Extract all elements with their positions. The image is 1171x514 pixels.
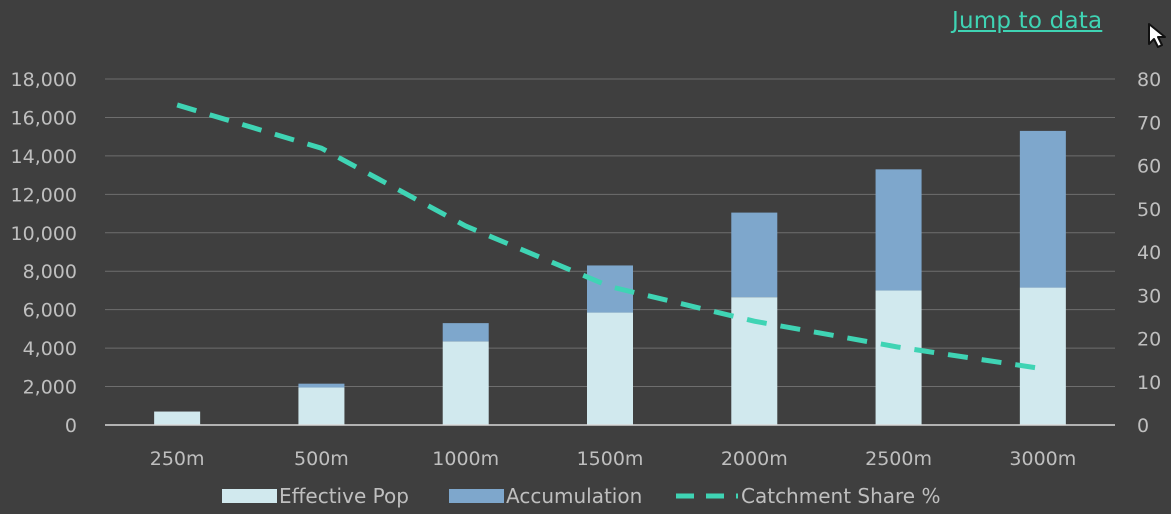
x-tick-label: 2000m <box>721 448 788 470</box>
y-left-tick-label: 0 <box>65 415 77 437</box>
mouse-cursor-icon <box>1148 23 1166 48</box>
bar-accumulation <box>731 212 778 298</box>
bar-accumulation <box>875 169 922 291</box>
line-catchment-share <box>176 102 1044 372</box>
y-left-tick-label: 8,000 <box>23 261 77 283</box>
y-left-tick-label: 18,000 <box>11 69 77 91</box>
y-left-tick-label: 4,000 <box>23 338 77 360</box>
y-right-tick-label: 50 <box>1137 199 1161 221</box>
y-left-tick-label: 6,000 <box>23 300 77 322</box>
y-left-tick-label: 14,000 <box>11 146 77 168</box>
bar-effective-pop <box>154 411 201 425</box>
bar-effective-pop <box>298 387 345 425</box>
y-right-tick-label: 20 <box>1137 329 1161 351</box>
x-tick-label: 1500m <box>577 448 644 470</box>
y-left-tick-label: 10,000 <box>11 223 77 245</box>
bar-accumulation <box>298 383 345 388</box>
legend-swatch <box>222 489 277 503</box>
y-right-tick-label: 70 <box>1137 112 1161 134</box>
legend-label: Catchment Share % <box>741 484 940 508</box>
legend-label: Effective Pop <box>279 484 409 508</box>
bar-effective-pop <box>1019 287 1066 425</box>
bar-effective-pop <box>587 312 633 425</box>
x-tick-label: 500m <box>294 448 349 470</box>
bar-effective-pop <box>442 341 489 425</box>
y-right-tick-label: 30 <box>1137 285 1161 307</box>
jump-to-data-link[interactable]: Jump to data <box>952 8 1103 34</box>
x-tick-label: 2500m <box>865 448 932 470</box>
y-left-tick-label: 2,000 <box>23 377 77 399</box>
bar-effective-pop <box>875 290 922 425</box>
y-left-tick-label: 12,000 <box>11 184 77 206</box>
y-right-tick-label: 60 <box>1137 156 1161 178</box>
y-right-tick-label: 80 <box>1137 69 1161 91</box>
x-tick-label: 250m <box>150 448 205 470</box>
y-right-tick-label: 10 <box>1137 372 1161 394</box>
bar-effective-pop <box>731 297 778 425</box>
bar-accumulation <box>442 323 489 342</box>
bar-accumulation <box>1019 130 1066 288</box>
y-right-tick-label: 0 <box>1137 415 1149 437</box>
y-right-tick-label: 40 <box>1137 242 1161 264</box>
legend-label: Accumulation <box>506 484 642 508</box>
legend-swatch <box>449 489 504 503</box>
x-tick-label: 3000m <box>1009 448 1076 470</box>
y-left-tick-label: 16,000 <box>11 107 77 129</box>
x-tick-label: 1000m <box>432 448 499 470</box>
